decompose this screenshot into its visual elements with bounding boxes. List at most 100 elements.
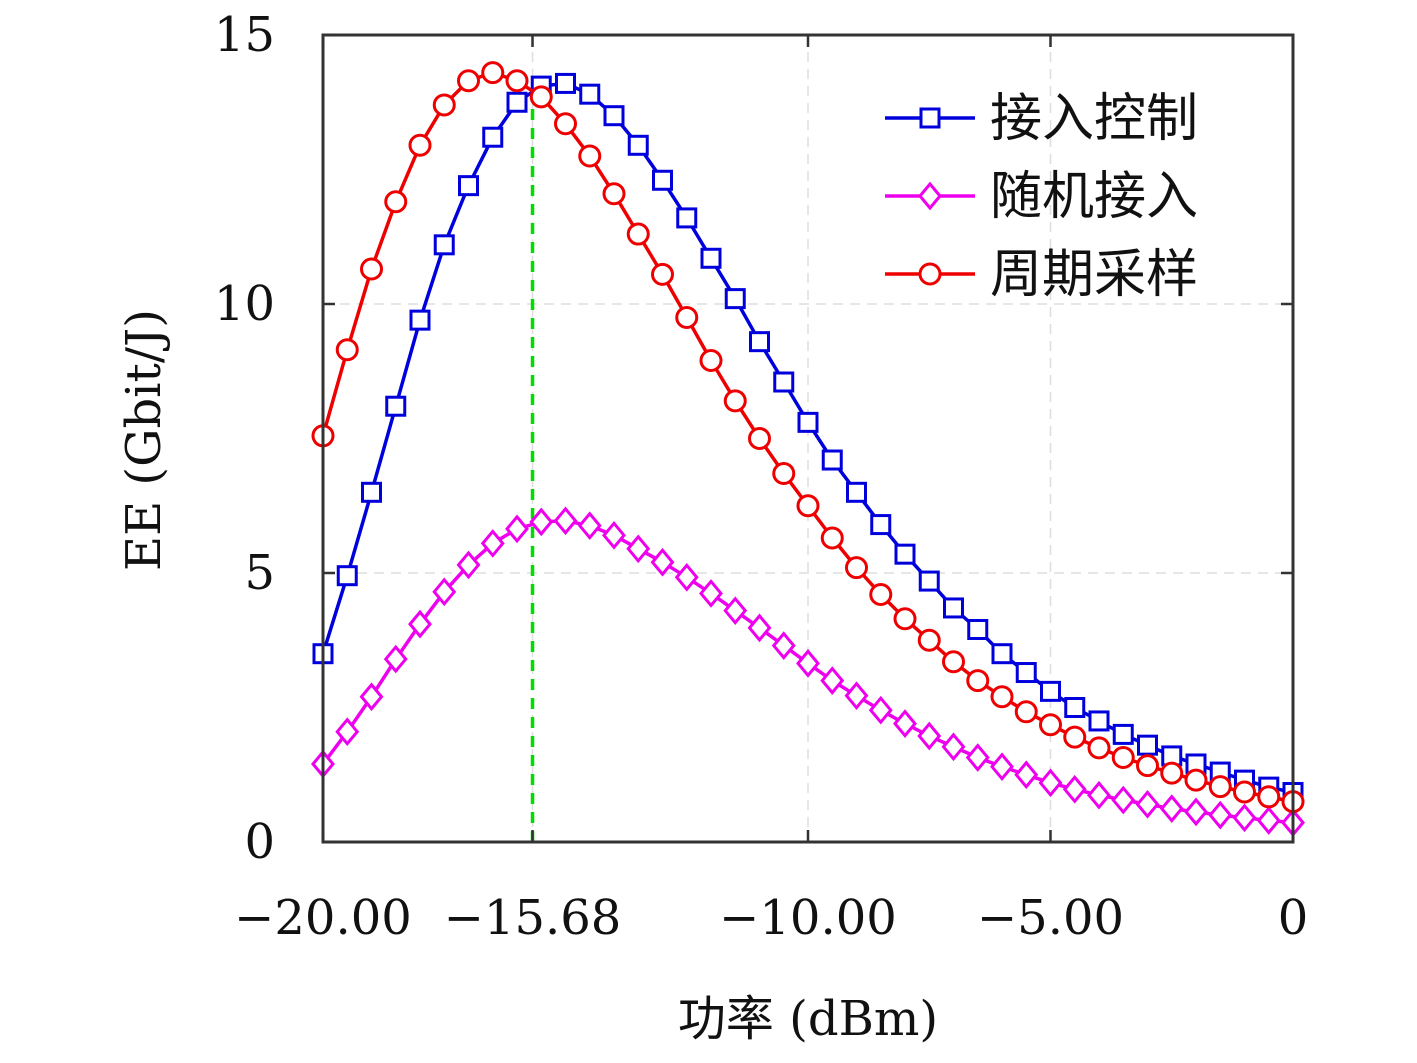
data-point-diamond	[529, 507, 554, 537]
data-point-circle	[675, 305, 699, 329]
data-point-diamond	[1135, 789, 1160, 819]
y-tick-label: 0	[244, 814, 275, 870]
data-point-diamond	[771, 631, 796, 660]
series-circle	[311, 61, 1305, 814]
data-point-diamond	[868, 695, 893, 725]
data-point-diamond	[650, 547, 675, 577]
data-point-square	[603, 105, 625, 127]
series-group	[311, 61, 1305, 837]
data-point-diamond	[408, 609, 432, 639]
data-point-square	[336, 565, 358, 587]
data-point-diamond	[1062, 774, 1087, 804]
data-point-square	[458, 175, 479, 197]
data-point-circle	[918, 262, 942, 286]
data-point-diamond	[820, 666, 845, 695]
data-point-square	[1112, 723, 1134, 745]
data-point-circle	[893, 607, 917, 631]
data-point-circle	[796, 494, 820, 518]
legend-label: 接入控制	[990, 89, 1198, 149]
data-point-diamond	[1256, 806, 1281, 835]
data-point-diamond	[480, 529, 505, 558]
data-point-circle	[602, 182, 626, 206]
data-point-diamond	[844, 681, 869, 711]
x-tick-labels: −20.00 −15.68 −10.00 −5.00 0	[234, 890, 1308, 946]
y-tick-label: 5	[244, 545, 275, 601]
data-point-circle	[1184, 768, 1208, 792]
legend-label: 周期采样	[990, 245, 1198, 305]
data-point-square	[409, 309, 431, 331]
data-point-square	[627, 134, 649, 156]
data-point-diamond	[1111, 785, 1136, 815]
data-point-circle	[360, 257, 383, 281]
data-point-circle	[651, 262, 674, 286]
data-point-circle	[966, 669, 990, 693]
data-point-circle	[481, 61, 505, 85]
data-point-square	[361, 481, 382, 503]
data-point-diamond	[335, 717, 360, 747]
data-point-diamond	[456, 550, 481, 580]
y-axis-label: EE (Gbit/J)	[116, 309, 172, 571]
series-diamond	[311, 506, 1305, 837]
data-point-diamond	[553, 506, 578, 536]
data-point-square	[482, 126, 504, 148]
data-point-circle	[1233, 780, 1256, 804]
data-point-diamond	[359, 682, 384, 712]
data-point-circle	[699, 348, 723, 372]
data-point-square	[967, 618, 989, 640]
data-point-circle	[457, 69, 480, 93]
data-point-circle	[845, 556, 868, 580]
data-point-square	[724, 288, 746, 310]
data-point-diamond	[965, 743, 990, 772]
data-point-circle	[529, 85, 553, 109]
data-point-circle	[1160, 761, 1184, 785]
data-point-square	[1040, 680, 1061, 702]
data-point-square	[1088, 710, 1110, 732]
y-tick-label: 15	[214, 7, 275, 63]
data-point-circle	[1136, 754, 1159, 778]
data-point-circle	[772, 461, 796, 485]
data-point-diamond	[674, 562, 699, 592]
data-point-diamond	[796, 649, 820, 678]
data-point-square	[991, 643, 1013, 665]
data-point-circle	[820, 526, 844, 550]
legend-label: 随机接入	[990, 167, 1198, 227]
data-point-diamond	[602, 520, 626, 550]
data-point-square	[846, 481, 867, 503]
data-point-square	[797, 411, 819, 433]
data-point-square	[919, 107, 941, 129]
data-point-circle	[408, 133, 432, 157]
x-tick-label: −5.00	[977, 890, 1124, 946]
data-point-circle	[578, 144, 602, 168]
data-point-circle	[917, 628, 941, 652]
data-point-diamond	[432, 577, 457, 607]
data-point-square	[773, 371, 795, 393]
data-point-circle	[505, 69, 529, 93]
data-point-circle	[748, 427, 771, 450]
data-point-circle	[1087, 736, 1111, 760]
data-point-diamond	[1087, 780, 1111, 810]
data-point-diamond	[1208, 800, 1233, 830]
data-point-diamond	[990, 752, 1014, 782]
data-point-circle	[335, 338, 359, 362]
ticks	[321, 33, 1295, 844]
data-point-circle	[626, 222, 650, 246]
data-point-diamond	[577, 511, 602, 540]
data-point-square	[700, 247, 722, 269]
data-point-square	[943, 597, 964, 619]
data-point-square	[579, 83, 601, 105]
data-point-circle	[384, 190, 408, 214]
data-point-diamond	[383, 644, 408, 674]
data-point-diamond	[747, 613, 772, 643]
data-point-circle	[1014, 700, 1038, 724]
x-tick-label: −10.00	[719, 890, 897, 946]
data-point-diamond	[699, 579, 723, 608]
data-point-diamond	[1232, 803, 1257, 833]
data-point-circle	[1063, 725, 1087, 749]
data-point-diamond	[1038, 768, 1063, 798]
data-point-circle	[869, 583, 893, 607]
y-tick-labels: 0 5 10 15	[214, 7, 275, 870]
data-point-square	[870, 514, 892, 536]
data-point-square	[652, 169, 673, 191]
data-point-square	[918, 570, 940, 592]
data-point-circle	[990, 685, 1014, 709]
